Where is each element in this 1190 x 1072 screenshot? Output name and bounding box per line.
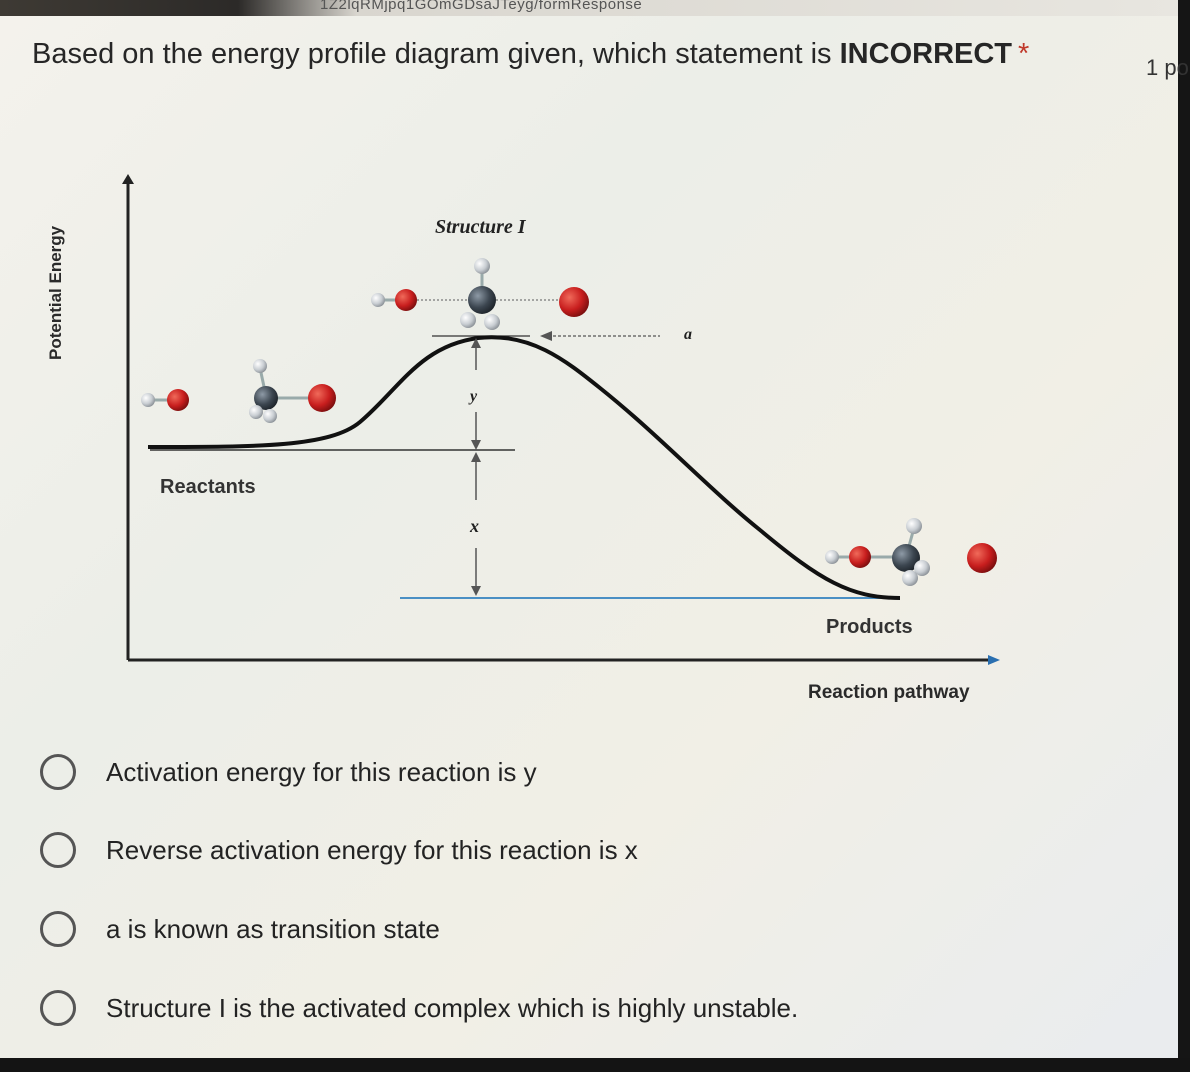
structure-i-molecule bbox=[371, 258, 589, 330]
browser-top-strip: 1Z2lqRMjpq1GOmGDsaJTeyg/formResponse bbox=[0, 0, 1190, 16]
product-molecules bbox=[825, 518, 997, 586]
question-emphasis: INCORRECT bbox=[839, 38, 1013, 70]
y-axis-arrowhead bbox=[122, 174, 134, 184]
option-label: Activation energy for this reaction is y bbox=[106, 756, 537, 787]
screen-bottom-edge bbox=[0, 1058, 1190, 1072]
screen-right-edge bbox=[1178, 0, 1190, 1072]
points-label: 1 po bbox=[1146, 55, 1189, 80]
question-prefix: Based on the energy profile diagram give… bbox=[32, 38, 840, 70]
question-title: Based on the energy profile diagram give… bbox=[32, 38, 1029, 71]
y-arrow-down-head bbox=[471, 440, 481, 450]
a-arrow-head bbox=[540, 331, 552, 341]
reactant-molecules bbox=[141, 359, 336, 423]
radio-button[interactable] bbox=[40, 832, 76, 868]
radio-button[interactable] bbox=[40, 990, 76, 1026]
label-y: y bbox=[470, 388, 478, 405]
x-arrow-up-head bbox=[471, 452, 481, 462]
energy-profile-diagram: Potential Energy Structure I a y x React… bbox=[46, 160, 1020, 720]
y-arrow-up-head bbox=[471, 338, 481, 348]
option-2[interactable]: Reverse activation energy for this react… bbox=[40, 828, 1040, 872]
structure-i-label: Structure I bbox=[435, 216, 526, 238]
x-arrow-down-head bbox=[471, 586, 481, 596]
energy-profile-svg bbox=[122, 174, 1000, 665]
reactants-label: Reactants bbox=[160, 476, 256, 498]
label-x: x bbox=[470, 516, 479, 536]
option-3[interactable]: a is known as transition state bbox=[40, 907, 1040, 951]
option-label: Structure I is the activated complex whi… bbox=[106, 992, 799, 1023]
required-marker: * bbox=[1018, 38, 1030, 70]
radio-button[interactable] bbox=[40, 754, 76, 790]
energy-curve bbox=[147, 335, 901, 600]
option-1[interactable]: Activation energy for this reaction is y bbox=[40, 750, 1040, 794]
x-axis-arrowhead bbox=[988, 655, 1000, 665]
option-label: a is known as transition state bbox=[106, 913, 440, 944]
label-a: a bbox=[684, 326, 692, 343]
option-4[interactable]: Structure I is the activated complex whi… bbox=[40, 986, 1040, 1030]
x-axis-label: Reaction pathway bbox=[808, 682, 970, 703]
y-axis-label: Potential Energy bbox=[46, 225, 65, 360]
radio-button[interactable] bbox=[40, 911, 76, 947]
url-text: 1Z2lqRMjpq1GOmGDsaJTeyg/formResponse bbox=[320, 0, 643, 13]
products-label: Products bbox=[826, 616, 913, 638]
option-label: Reverse activation energy for this react… bbox=[106, 834, 638, 865]
